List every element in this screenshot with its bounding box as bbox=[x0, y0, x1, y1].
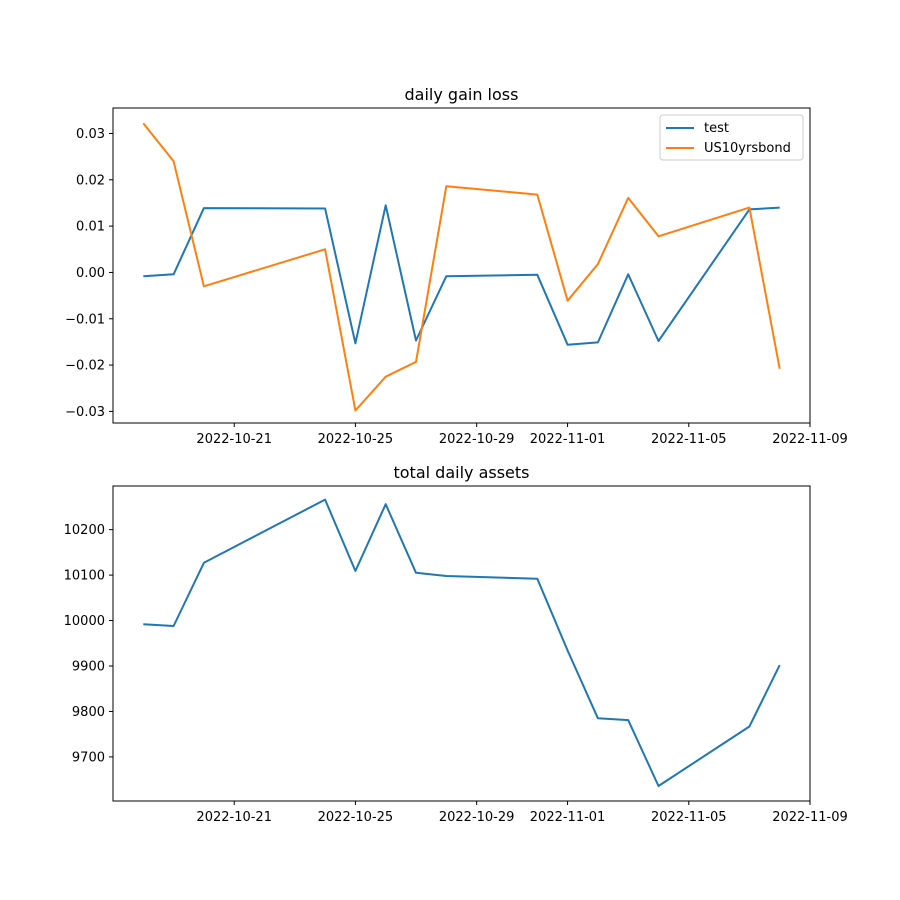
x-tick-label: 2022-11-01 bbox=[530, 432, 606, 447]
y-tick-label: 10200 bbox=[64, 523, 105, 538]
x-tick-label: 2022-10-29 bbox=[439, 432, 515, 447]
x-tick-label: 2022-11-01 bbox=[530, 810, 606, 825]
legend-label-test: test bbox=[704, 121, 729, 136]
plot-frame bbox=[112, 107, 811, 424]
y-tick-label: 10100 bbox=[64, 569, 105, 584]
x-tick-label: 2022-10-21 bbox=[196, 432, 272, 447]
y-tick-label: 9800 bbox=[72, 705, 105, 720]
x-tick-label: 2022-10-21 bbox=[196, 810, 272, 825]
x-tick-label: 2022-10-25 bbox=[318, 810, 394, 825]
total-daily-assets-chart: total daily assets 2022-10-21 2022-10-25 2… bbox=[64, 463, 848, 825]
x-tick-label: 2022-11-05 bbox=[651, 810, 727, 825]
x-tick-label: 2022-11-09 bbox=[772, 432, 848, 447]
series-line-value bbox=[143, 498, 781, 787]
y-tick-label: −0.02 bbox=[65, 359, 105, 374]
y-tick-label: −0.01 bbox=[65, 312, 105, 327]
x-tick-label: 2022-10-25 bbox=[318, 432, 394, 447]
y-tick-label: 0.01 bbox=[76, 220, 105, 235]
y-tick-label: 9900 bbox=[72, 660, 105, 675]
chart-title: daily gain loss bbox=[405, 85, 519, 104]
legend-box bbox=[659, 114, 804, 161]
y-tick-label: 9700 bbox=[72, 750, 105, 765]
y-tick-label: −0.03 bbox=[65, 405, 105, 420]
chart-title: total daily assets bbox=[393, 463, 529, 482]
y-tick-label: 0.02 bbox=[76, 173, 105, 188]
y-tick-label: 0.00 bbox=[76, 266, 105, 281]
x-tick-label: 2022-11-09 bbox=[772, 810, 848, 825]
x-tick-label: 2022-11-05 bbox=[651, 432, 727, 447]
series-line-test bbox=[143, 204, 780, 346]
legend-label-us10yrsbond: US10yrsbond bbox=[704, 141, 791, 156]
plot-frame bbox=[112, 485, 811, 802]
daily-gain-loss-chart: daily gain loss 2022-10-21 2022-10-25 2022… bbox=[65, 85, 848, 447]
series-line-us10yrsbond bbox=[142, 122, 781, 412]
y-tick-label: 10000 bbox=[64, 614, 105, 629]
legend: test US10yrsbond bbox=[659, 114, 804, 161]
y-tick-label: 0.03 bbox=[76, 127, 105, 142]
x-tick-label: 2022-10-29 bbox=[439, 810, 515, 825]
